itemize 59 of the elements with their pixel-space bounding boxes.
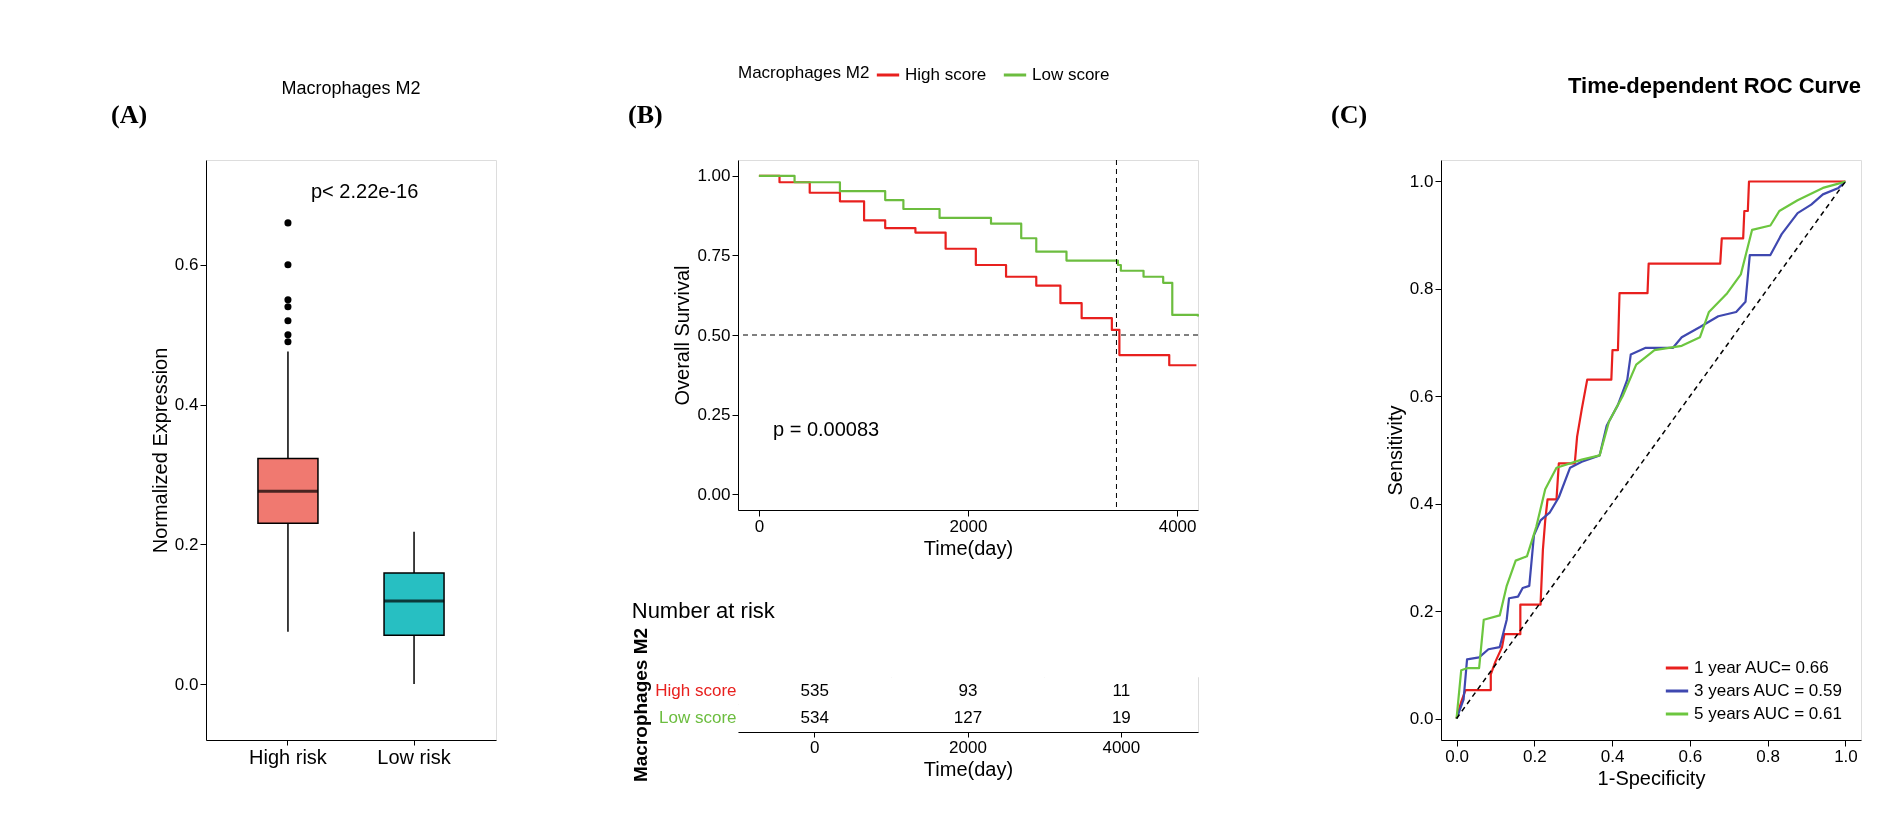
y-axis-title: Sensitivity <box>1383 405 1406 496</box>
x-tick-label: 4000 <box>1102 737 1141 757</box>
line-series <box>1455 180 1847 720</box>
chart-title: Macrophages M2 <box>281 78 421 98</box>
x-tick-label: 2000 <box>949 516 988 536</box>
data-label: 19 <box>1111 708 1131 728</box>
legend-label: 1 year AUC= 0.66 <box>1694 658 1829 677</box>
y-tick-label: 0.4 <box>174 395 199 415</box>
annotation: p = 0.00083 <box>773 418 880 440</box>
text: (A) <box>111 100 148 129</box>
y-tick-label: 0.2 <box>174 534 199 554</box>
legend-label: Low score <box>1032 65 1110 84</box>
data-label: 535 <box>800 680 829 700</box>
data-label: 93 <box>958 680 978 700</box>
y-axis-title: Macrophages M2 <box>630 627 652 783</box>
legend-label: High score <box>905 65 987 84</box>
x-axis-title: 1-Specificity <box>1597 766 1706 789</box>
y-tick-label: 1.00 <box>697 166 731 186</box>
x-tick-label: 0.6 <box>1678 746 1703 766</box>
x-tick-label: 0.8 <box>1756 746 1780 766</box>
data-label: 11 <box>1112 680 1131 700</box>
y-axis-title: Overall Survival <box>671 265 694 406</box>
text: (B) <box>628 100 663 129</box>
y-axis-title: Normalized Expression <box>148 347 171 554</box>
legend-title: Macrophages M2 <box>738 63 870 82</box>
data-label: 534 <box>800 708 829 728</box>
y-tick-label: 0.8 <box>1409 279 1434 299</box>
legend-label: 5 years AUC = 0.61 <box>1694 704 1842 723</box>
y-tick-label: Low score <box>659 708 737 728</box>
data-label: 127 <box>953 708 983 728</box>
annotation: p< 2.22e-16 <box>311 180 419 202</box>
x-tick-label: 0 <box>809 737 820 757</box>
x-tick-label: 0.0 <box>1445 746 1469 766</box>
x-tick-label: 4000 <box>1158 516 1197 536</box>
y-tick-label: 0.6 <box>174 255 199 275</box>
x-tick-label: 0.4 <box>1600 746 1625 766</box>
y-tick-label: 0.2 <box>1409 601 1434 621</box>
x-axis-title: Time(day) <box>923 536 1014 559</box>
x-tick-label: 2000 <box>949 737 987 757</box>
chart-title: Number at risk <box>631 598 776 624</box>
text: (C) <box>1331 100 1368 129</box>
y-tick-label: 0.0 <box>174 674 199 694</box>
y-tick-label: 0.4 <box>1409 494 1434 514</box>
y-tick-label: 1.0 <box>1409 171 1434 191</box>
x-tick-label: 1.0 <box>1834 746 1858 766</box>
y-tick-label: 0.6 <box>1409 386 1434 406</box>
x-tick-label: 0 <box>754 516 765 536</box>
x-tick-label: Low risk <box>377 745 452 768</box>
y-tick-label: 0.00 <box>697 484 731 504</box>
y-tick-label: High score <box>655 680 737 700</box>
x-axis-title: Time(day) <box>923 757 1014 780</box>
chart-title: Time-dependent ROC Curve <box>1568 73 1861 98</box>
y-tick-label: 0.0 <box>1409 709 1434 729</box>
y-tick-label: 0.25 <box>697 405 731 425</box>
x-tick-label: High risk <box>249 745 328 768</box>
y-tick-label: 0.50 <box>697 325 731 345</box>
y-tick-label: 0.75 <box>697 245 731 265</box>
legend-label: 3 years AUC = 0.59 <box>1694 681 1842 700</box>
x-tick-label: 0.2 <box>1523 746 1547 766</box>
